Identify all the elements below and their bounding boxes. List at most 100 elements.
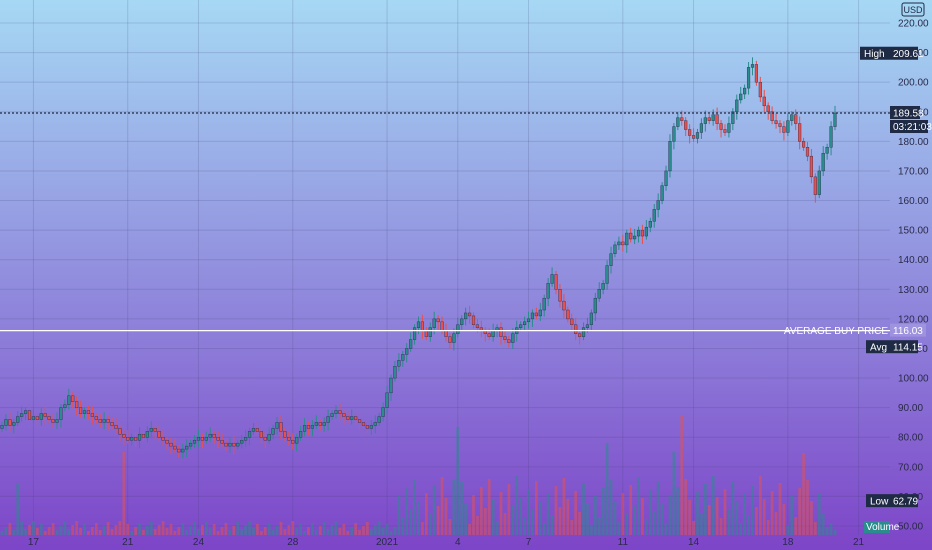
candle-body [51,419,55,423]
volume-bar [735,502,739,535]
volume-bar [758,476,762,535]
x-tick-label: 11 [618,537,629,548]
candle-body [102,419,106,423]
volume-bar [519,497,523,535]
volume-bar [283,529,287,535]
candle-body [794,114,798,124]
candle-body [8,419,12,426]
countdown-tag: 03:21:03 [890,120,932,134]
x-tick-label: 18 [782,537,794,548]
low-tag-label: Low [870,497,889,508]
candle-body [122,434,126,438]
candle-body [719,123,723,130]
volume-bar [487,479,491,535]
volume-bar [366,522,369,535]
candle-body [118,428,122,435]
volume-bar [727,510,731,535]
candle-body [267,434,271,441]
candle-body [354,416,358,420]
y-tick-label: 80.00 [898,433,923,444]
candle-body [636,229,641,237]
volume-bar [401,517,405,535]
volume-bar [700,513,703,535]
volume-tag-label: Volume [866,522,900,533]
candle-body [67,395,71,405]
candle-body [597,289,601,299]
candle-body [169,442,173,447]
candle-body [782,126,786,133]
candle-body [27,410,32,420]
candle-body [778,123,782,127]
volume-bar [641,498,644,535]
volume-bar [106,522,110,535]
volume-bar [409,509,413,535]
currency-button[interactable]: USD [901,2,925,17]
candle-body [774,120,778,124]
candle-body [581,327,586,337]
volume-bar [597,517,601,535]
volume-bar [224,523,228,535]
candle-body [326,416,330,423]
candle-body [318,422,322,426]
high-tag-label: High [864,49,885,60]
volume-bar [751,486,754,535]
y-tick-label: 200.00 [898,78,929,89]
candle-body [94,416,98,420]
volume-bar [688,500,691,535]
volume-bar [503,513,507,535]
volume-bar [51,523,55,535]
candle-body [530,312,535,320]
volume-bar [798,488,802,535]
candle-body [570,318,574,326]
volume-bar [535,481,538,535]
candle-body [633,235,637,240]
volume-bar [692,521,695,535]
volume-bar [546,494,550,535]
volume-bar [813,522,817,535]
candle-body [786,120,790,133]
volume-bar [444,498,448,535]
volume-bar [314,530,318,535]
candle-body [656,200,660,210]
candle-body [809,155,813,178]
volume-bar [523,518,526,535]
candle-body [680,117,684,121]
candle-body [114,425,118,429]
candle-body [90,413,94,417]
volume-bar [271,530,275,535]
candle-body [346,416,350,420]
volume-bar [201,525,204,535]
volume-bar [83,524,86,535]
candle-body [189,442,193,447]
candle-body [703,117,707,124]
candle-body [185,445,189,450]
volume-bar [786,525,790,535]
y-tick-label: 90.00 [898,403,923,414]
candle-body [409,339,413,349]
x-tick-label: 24 [193,537,205,548]
volume-bar [421,522,424,535]
volume-bar [637,477,640,535]
candle-body [149,428,153,432]
candle-body [330,413,334,417]
candle-body [821,152,825,172]
time-axis[interactable]: 17212428202147111418212 [28,537,932,548]
volume-bar [531,510,534,535]
candle-body [507,339,511,343]
candle-body [766,105,770,112]
volume-bar [75,521,79,535]
candle-body [707,117,711,121]
y-tick-label: 220.00 [898,19,929,30]
volume-bar [177,527,181,535]
candle-body [232,442,236,447]
volume-bar [542,523,546,535]
volume-bar [263,527,267,535]
candle-body [216,437,220,441]
x-tick-label: 4 [455,537,461,548]
candle-body [259,431,263,438]
volume-bar [173,531,177,535]
volume-bar [118,521,122,535]
x-tick-label: 2021 [376,537,399,548]
candle-body [621,241,625,246]
